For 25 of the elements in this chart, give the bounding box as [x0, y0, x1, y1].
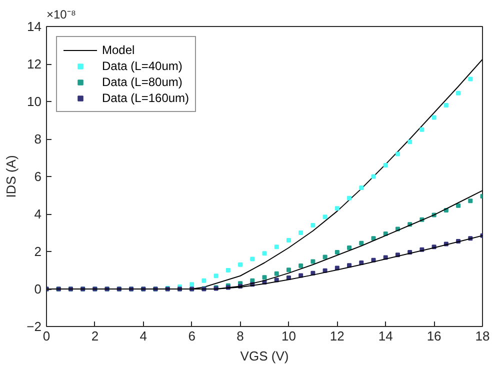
legend-label: Data (L=160um) [102, 91, 190, 105]
y-tick-label: 8 [34, 132, 42, 146]
y-tick-label: 10 [27, 94, 42, 109]
x-tick-label: 16 [426, 328, 442, 344]
legend-label: Data (L=80um) [102, 75, 182, 89]
y-tick-label: 0 [34, 282, 42, 296]
x-tick-label: 18 [475, 328, 490, 344]
x-tick-label: 8 [236, 328, 244, 344]
legend-label: Data (L=40um) [102, 59, 182, 73]
x-tick-label: 6 [188, 328, 196, 344]
y-tick-label: 12 [27, 56, 42, 72]
y-tick-label: 2 [34, 244, 42, 259]
x-tick-label: 10 [281, 328, 296, 344]
y-tick-label: 4 [34, 206, 42, 222]
y-tick-label: 6 [34, 169, 42, 184]
y-axis-title: IDS (A) [4, 155, 19, 198]
x-axis-title: VGS (V) [240, 348, 289, 364]
x-tick-label: 12 [330, 328, 344, 344]
legend-label: Model [102, 43, 135, 57]
x-tick-label: 4 [140, 328, 148, 344]
y-tick-label: −2 [26, 319, 42, 334]
x-tick-label: 14 [378, 328, 393, 344]
x-tick-label: 2 [91, 328, 99, 344]
y-tick-label: 14 [27, 19, 42, 34]
text: ×10⁻⁸ [46, 8, 76, 22]
